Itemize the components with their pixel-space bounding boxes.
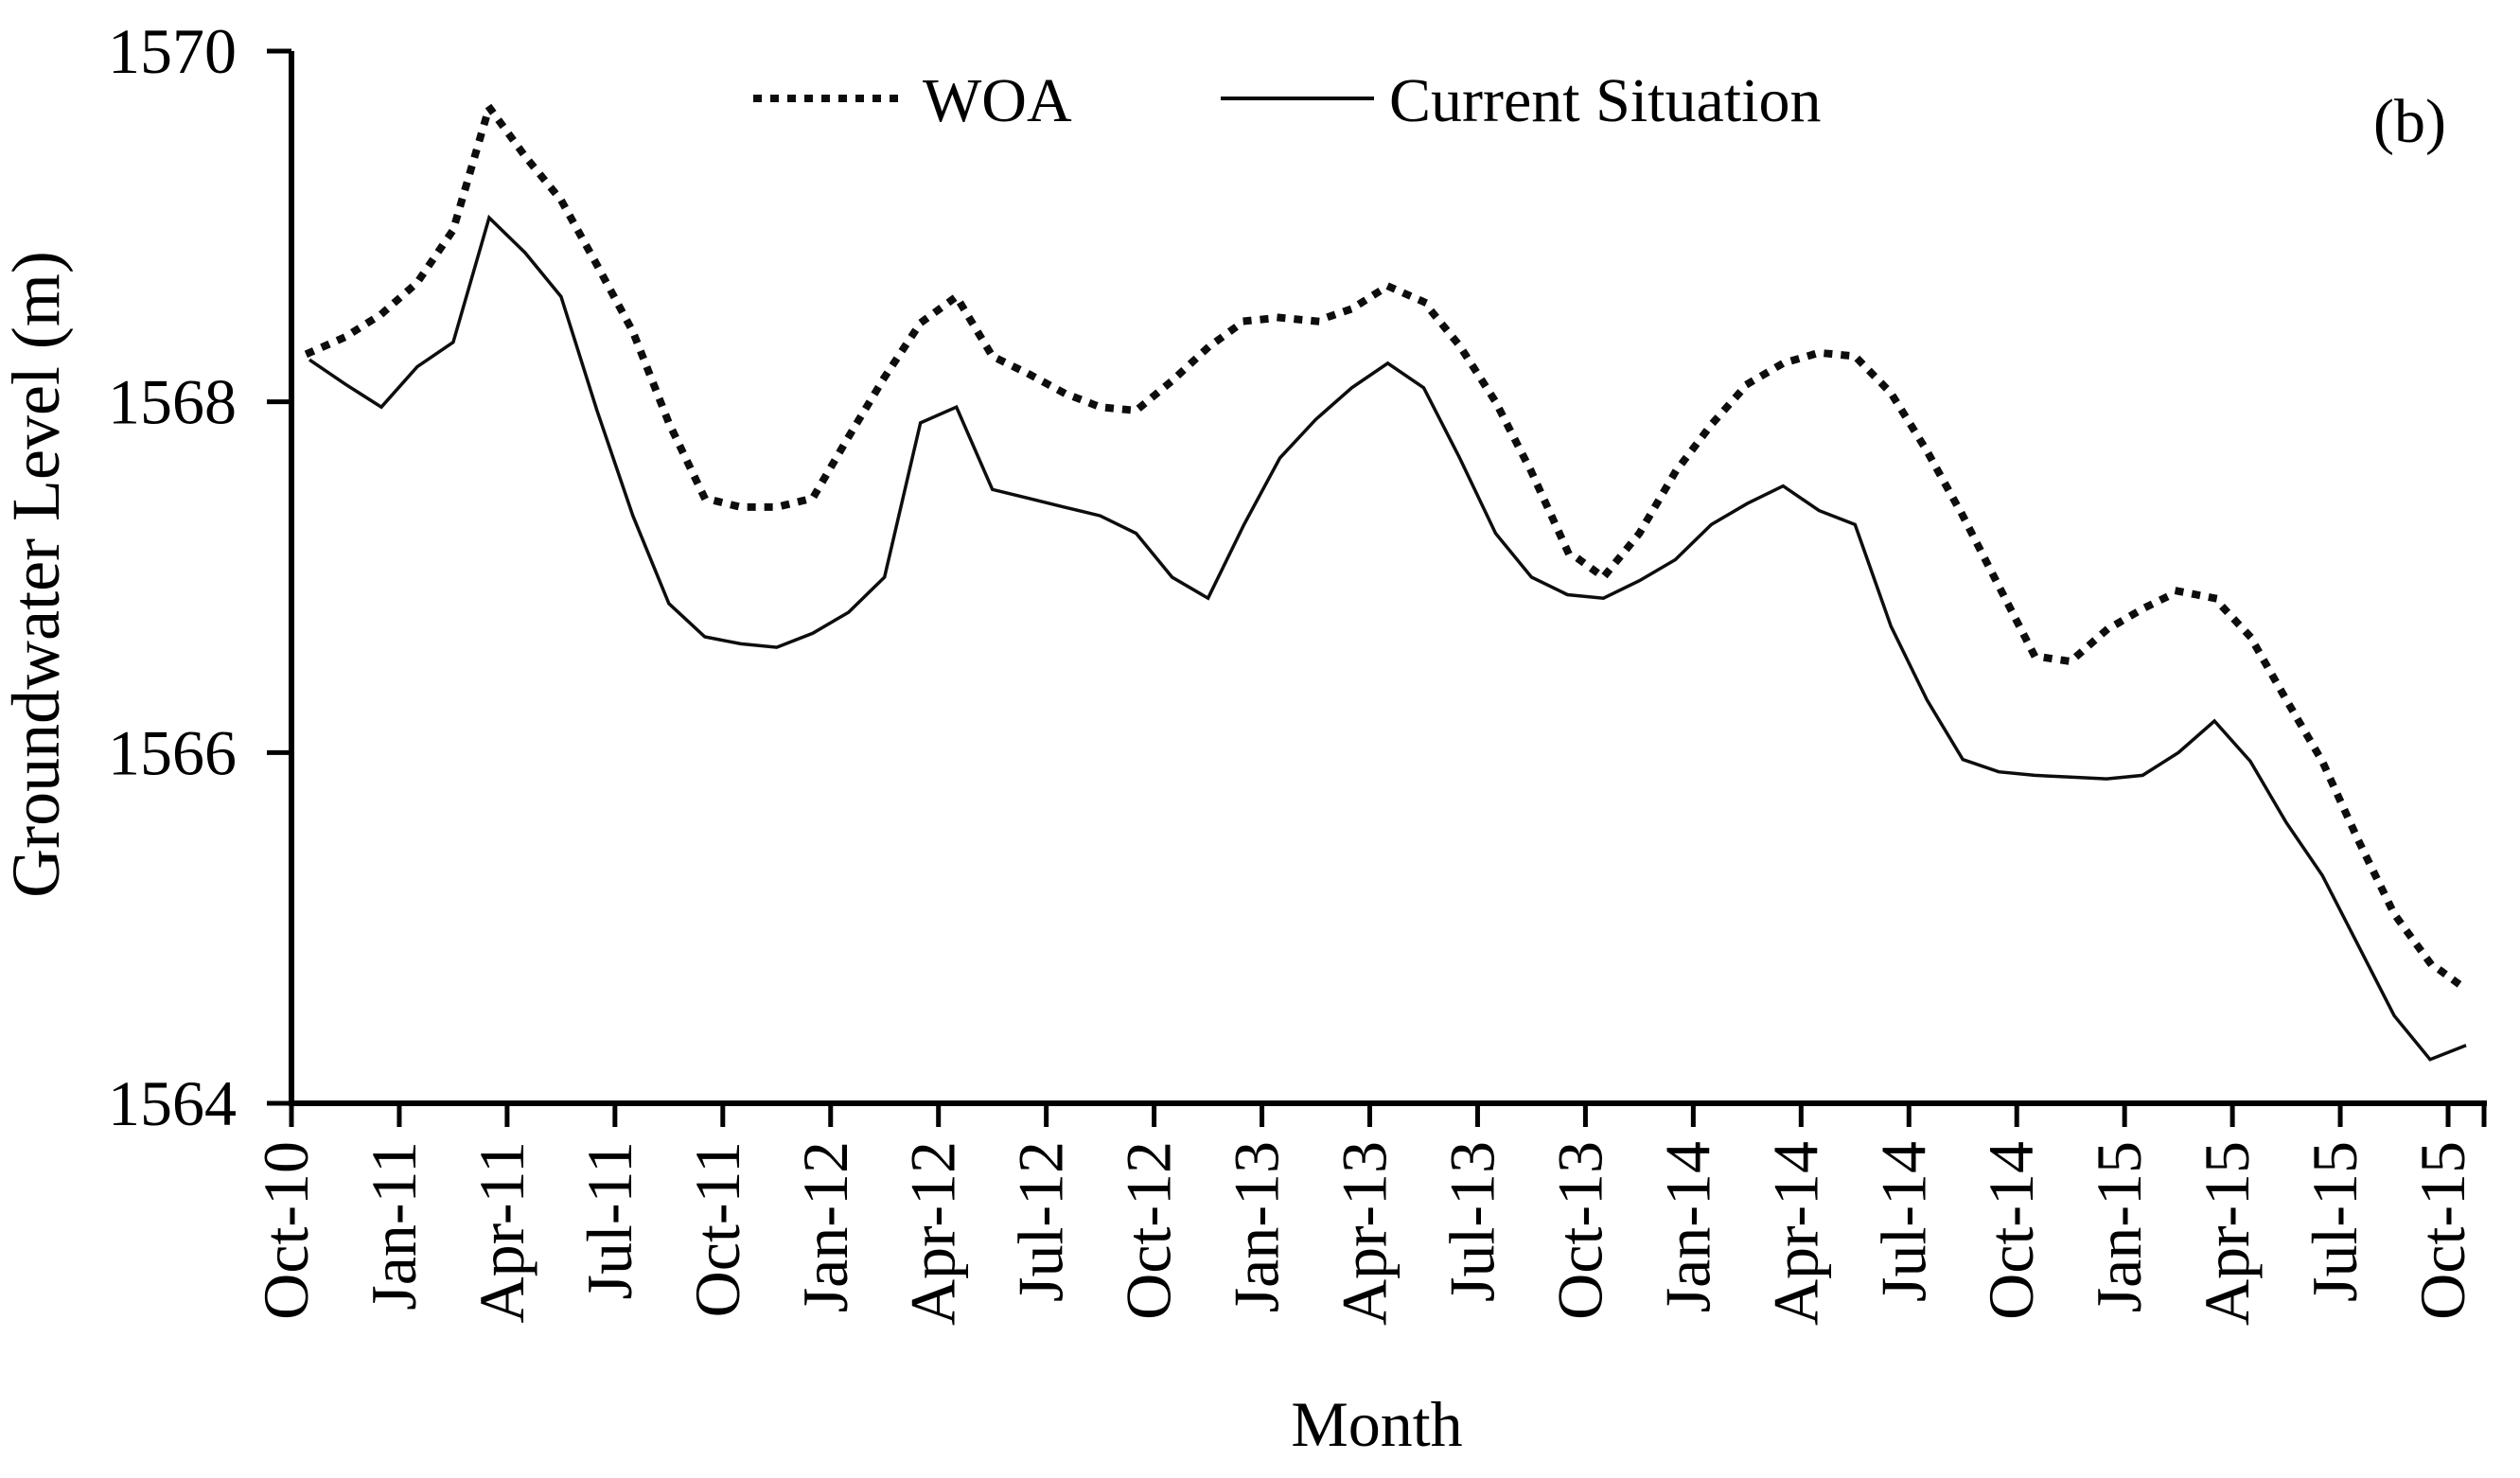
x-tick-label: Jan-14	[1651, 1141, 1723, 1312]
y-axis-title: Groundwater Level (m)	[0, 251, 74, 898]
x-tick-label: Jan-11	[358, 1141, 430, 1311]
y-tick-label: 1568	[108, 366, 237, 438]
x-tick-label: Jul-12	[1005, 1141, 1077, 1302]
x-tick-label: Jul-14	[1867, 1141, 1939, 1302]
x-tick-label: Oct-12	[1113, 1141, 1185, 1320]
x-tick-label: Jul-13	[1436, 1141, 1507, 1302]
x-tick-label: Apr-15	[2191, 1141, 2263, 1326]
panel-label: (b)	[2373, 87, 2446, 156]
y-tick-label: 1566	[108, 716, 237, 788]
x-tick-label: Jan-12	[789, 1141, 861, 1312]
x-tick-label: Oct-13	[1543, 1141, 1615, 1320]
y-tick-label: 1570	[108, 15, 237, 87]
x-tick-label: Apr-13	[1329, 1141, 1401, 1326]
x-tick-label: Oct-15	[2406, 1141, 2478, 1320]
x-axis-title: Month	[1291, 1388, 1462, 1460]
y-tick-label: 1564	[108, 1067, 237, 1139]
legend-woa-label: WOA	[923, 66, 1072, 135]
x-tick-label: Oct-10	[250, 1141, 322, 1320]
x-tick-label: Jan-15	[2083, 1141, 2155, 1312]
x-tick-label: Apr-11	[466, 1141, 537, 1324]
x-tick-label: Jul-15	[2299, 1141, 2370, 1302]
legend-current-situation-label: Current Situation	[1389, 66, 1821, 135]
x-tick-label: Apr-12	[897, 1141, 969, 1326]
x-tick-label: Jul-11	[573, 1141, 645, 1299]
x-tick-label: Oct-11	[681, 1141, 753, 1317]
current-situation-series-line	[308, 214, 2467, 1062]
x-tick-label: Oct-14	[1975, 1141, 2047, 1320]
woa-series-line	[304, 98, 2472, 995]
x-tick-label: Jan-13	[1221, 1141, 1293, 1312]
x-tick-label: Apr-14	[1759, 1141, 1831, 1326]
